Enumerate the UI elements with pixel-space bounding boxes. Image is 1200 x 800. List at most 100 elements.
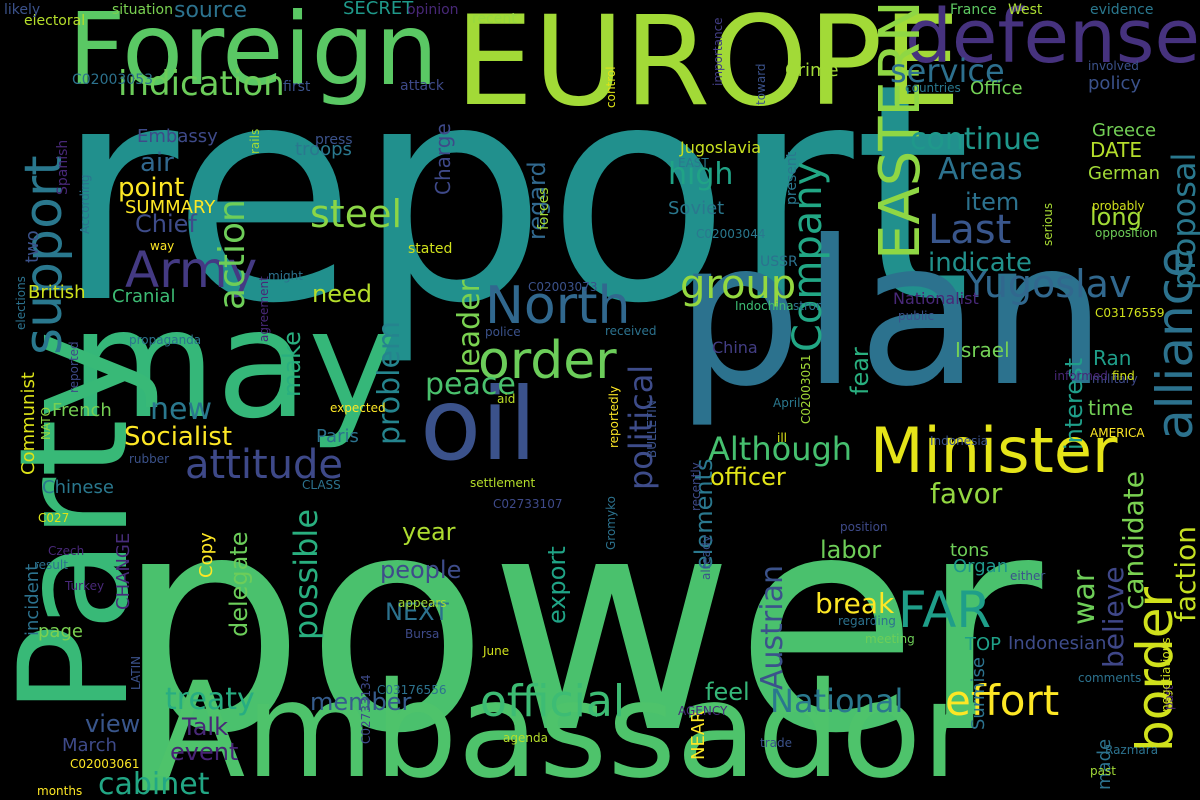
word-embassy: Embassy: [137, 126, 218, 147]
word-high: high: [668, 157, 734, 192]
word-group: group: [680, 262, 797, 308]
word-america: AMERICA: [1090, 426, 1145, 440]
word-long: long: [1090, 203, 1142, 231]
word-charge: Charge: [431, 123, 455, 195]
word-attitude: attitude: [185, 442, 344, 488]
word-peace: peace: [425, 367, 516, 402]
word-socialist: Socialist: [124, 422, 233, 452]
word-surmise: Surmise: [968, 657, 989, 730]
word-official: official: [480, 676, 626, 727]
word-c02733107: C02733107: [493, 497, 563, 511]
word-press: press: [315, 132, 353, 148]
word-nato: NATO: [39, 406, 53, 440]
word-rubber: rubber: [129, 452, 170, 466]
word-electoral: electoral: [24, 13, 86, 29]
word-turkey: Turkey: [65, 579, 105, 593]
word-meeting: meeting: [865, 632, 915, 646]
word-change: CHANGE: [113, 532, 134, 610]
word-indonesia: Indonesia: [930, 434, 989, 448]
word-new: new: [150, 392, 213, 427]
word-police: police: [485, 325, 521, 339]
word-view: view: [85, 710, 141, 738]
word-break: break: [815, 587, 895, 620]
word-c03176556: C03176556: [377, 683, 447, 697]
word-first: first: [283, 79, 311, 95]
word-organ: Organ: [953, 556, 1009, 577]
word-yugoslav: Yugoslav: [965, 262, 1132, 306]
word-secret: SECRET: [343, 0, 414, 19]
word-although: Although: [708, 430, 853, 468]
word-action: action: [212, 199, 253, 310]
word-indonesian: Indonesian: [1008, 633, 1107, 654]
word-settlement: settlement: [470, 476, 536, 490]
word-ran: Ran: [1093, 346, 1132, 370]
word-bulletin: BULLETIN: [645, 400, 659, 458]
word-copy: Copy: [196, 532, 217, 578]
word-class: CLASS: [302, 478, 341, 492]
word-continue: continue: [910, 122, 1041, 157]
word-steel: steel: [310, 192, 403, 236]
word-importance: importance: [711, 17, 725, 86]
word-probably: probably: [1092, 199, 1145, 213]
word-c02003061: C02003061: [70, 757, 140, 771]
word-source: source: [174, 0, 248, 23]
word-member: member: [310, 688, 412, 716]
word-indicate: indicate: [928, 248, 1032, 278]
word-next: NEXT: [385, 598, 449, 626]
word-military: military: [1092, 372, 1138, 386]
word-west: West: [1008, 2, 1043, 18]
word-air: air: [140, 148, 174, 178]
word-feel: feel: [705, 678, 750, 706]
word-reported: reported: [67, 341, 81, 393]
word-present: present: [784, 151, 800, 205]
word-months: months: [37, 784, 83, 798]
word-service: service: [890, 52, 1005, 90]
word-problem: problem: [372, 320, 407, 445]
word-make: make: [278, 331, 306, 397]
word-proposal: proposal: [1165, 152, 1200, 290]
word-bursa: Bursa: [405, 627, 440, 641]
word-policy: policy: [1088, 73, 1141, 94]
word-c02003073: C02003073: [528, 280, 598, 294]
word-appears: appears: [398, 596, 447, 610]
word-jugoslavia: Jugoslavia: [680, 138, 762, 157]
word-export: export: [543, 546, 571, 624]
word-czech: Czech: [48, 544, 85, 558]
word-north: North: [485, 276, 631, 336]
word-favor: favor: [930, 477, 1003, 510]
word-east: EAST: [678, 156, 709, 170]
word-trade: trade: [760, 736, 792, 750]
word-involved: involved: [1088, 59, 1139, 73]
word-power: power: [115, 450, 1043, 799]
word-nationalist: Nationalist: [893, 289, 979, 308]
word-opposition: opposition: [1095, 226, 1158, 240]
word-control: control: [604, 66, 618, 108]
word-agency: AGENCY: [678, 704, 728, 718]
word-report: report: [55, 20, 972, 369]
word-chinese: Chinese: [42, 477, 114, 498]
word-march: March: [62, 735, 117, 756]
word-position: position: [840, 520, 888, 534]
word-reportedly: reportedly: [607, 385, 621, 448]
word-already: already: [699, 535, 713, 580]
word-recently: recently: [689, 462, 703, 511]
word-army: Army: [125, 241, 258, 299]
word-page: page: [38, 621, 83, 642]
word-rails: rails: [248, 128, 262, 154]
word-fear: fear: [846, 347, 874, 395]
word-chief: Chief: [135, 210, 197, 238]
word-ambassador: Ambassador: [155, 654, 976, 800]
word-serious: serious: [1041, 202, 1055, 246]
word-crime: Crime: [785, 60, 839, 81]
word-negotiations: negotiations: [1159, 637, 1173, 712]
word-comments: comments: [1078, 671, 1142, 685]
word-austrian: Austrian: [755, 565, 790, 690]
word-talk: Talk: [182, 713, 228, 741]
word-latin: LATIN: [129, 655, 143, 690]
word-officer: officer: [710, 463, 786, 491]
word-people: people: [380, 556, 462, 584]
word-europe: EUROPE: [455, 0, 961, 134]
word-c02733134: C02733134: [359, 674, 373, 744]
word-foreign: Foreign: [68, 0, 439, 108]
word-areas: Areas: [938, 152, 1023, 187]
